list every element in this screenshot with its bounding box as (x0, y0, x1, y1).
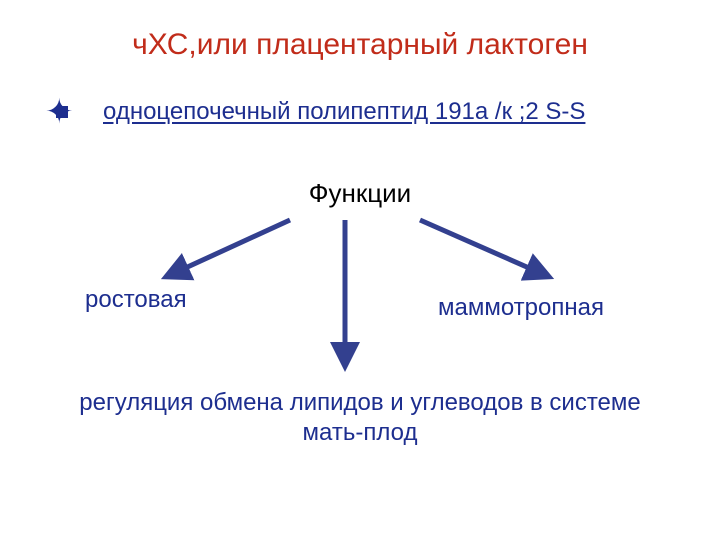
leaf-bottom-line2: мать-плод (303, 419, 418, 446)
arrows-layer (0, 0, 720, 540)
leaf-bottom: регуляция обмена липидов и углеводов в с… (0, 388, 720, 448)
leaf-left: ростовая (85, 286, 187, 314)
leaf-right: маммотропная (438, 294, 604, 322)
arrow-right (420, 220, 545, 275)
arrow-left (170, 220, 290, 275)
slide: чХС,или плацентарный лактоген ✦ одноцепо… (0, 0, 720, 540)
leaf-bottom-line1: регуляция обмена липидов и углеводов в с… (79, 389, 640, 416)
